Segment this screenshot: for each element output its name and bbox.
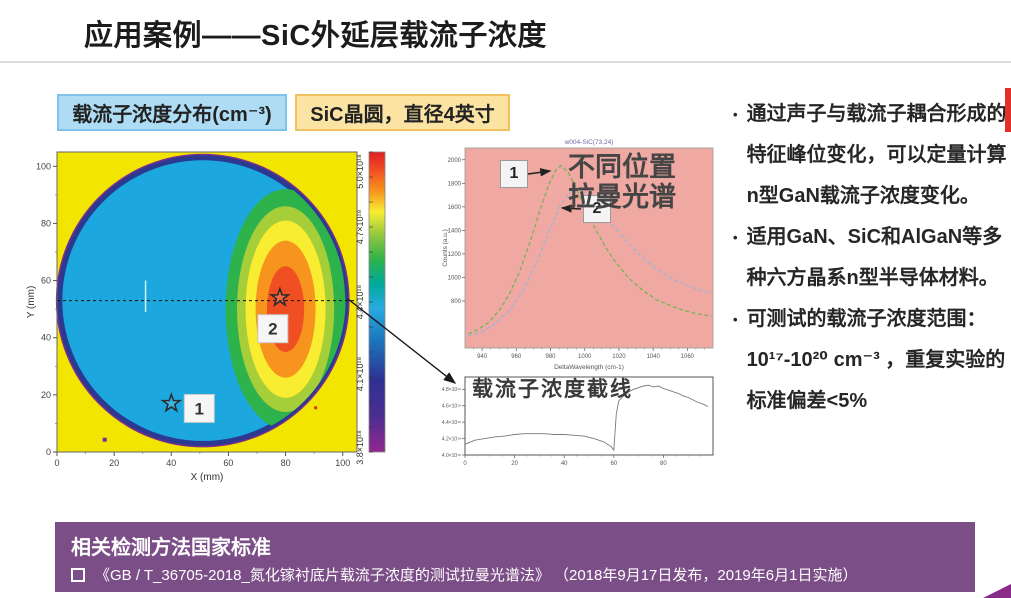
raman-x-label: DeltaWavelength (cm-1) — [554, 364, 624, 371]
bullet-item: • 可测试的载流子浓度范围：10¹⁷-10²⁰ cm⁻³ ，重复实验的标准偏差<… — [733, 299, 1011, 422]
svg-text:80: 80 — [281, 458, 291, 468]
label-sic-wafer: SiC晶圆，直径4英寸 — [295, 94, 510, 131]
raman-annotation: 不同位置 拉曼光谱 — [568, 152, 676, 213]
label-carrier-distribution: 载流子浓度分布(cm⁻³) — [57, 94, 287, 131]
wafer-x-label: X (mm) — [191, 472, 224, 483]
svg-text:1600: 1600 — [448, 205, 462, 211]
raman-plot-title: w004-SiC(73,24) — [564, 139, 614, 146]
bullet-marker: • — [733, 107, 738, 122]
raman-y-label: Counts (a.u.) — [442, 229, 449, 267]
svg-text:980: 980 — [546, 354, 557, 360]
colorbar-label: 4.4×10¹⁸ — [355, 285, 365, 320]
red-edge-accent — [1005, 88, 1011, 132]
callout-arrow-2 — [560, 204, 582, 213]
svg-text:0: 0 — [54, 458, 59, 468]
star-marker-1 — [160, 391, 183, 413]
svg-text:100: 100 — [36, 161, 51, 171]
svg-text:80: 80 — [41, 218, 51, 228]
wafer-high-region — [59, 189, 346, 430]
raman-spectra-figure: w004-SiC(73,24) 940 960 980 1000 1020 1040 1060… — [440, 136, 725, 372]
marker-box-2 — [257, 314, 289, 344]
wafer-map-figure: 0 20 40 60 80 100 0 20 40 60 80 100 X (mm) Y (mm) 1 2 5.… — [25, 140, 393, 490]
svg-text:4.8×10¹⁸: 4.8×10¹⁸ — [442, 387, 461, 393]
bullet-marker: • — [733, 312, 738, 327]
svg-text:1200: 1200 — [448, 252, 462, 258]
svg-text:1020: 1020 — [612, 354, 626, 360]
colorbar-label: 5.0×10¹⁸ — [355, 154, 365, 189]
svg-text:1060: 1060 — [681, 354, 695, 360]
cross-section-figure: 0 20 40 60 80 4.8×10¹⁸ 4.6×10¹⁸ 4.4×10¹⁸ 4.2×10¹… — [440, 372, 725, 472]
svg-text:800: 800 — [451, 299, 462, 305]
colorbar-label: 4.7×10¹⁸ — [355, 210, 365, 245]
svg-text:0: 0 — [46, 447, 51, 457]
svg-text:40: 40 — [166, 458, 176, 468]
divider — [0, 61, 1011, 63]
svg-text:1040: 1040 — [646, 354, 660, 360]
svg-text:20: 20 — [511, 461, 518, 467]
svg-text:4.6×10¹⁸: 4.6×10¹⁸ — [442, 404, 461, 410]
svg-text:20: 20 — [41, 390, 51, 400]
svg-text:100: 100 — [335, 458, 350, 468]
wafer-heatmap: 0 20 40 60 80 100 0 20 40 60 80 100 X (mm) Y (mm) 1 2 5.… — [26, 151, 386, 483]
svg-text:20: 20 — [109, 458, 119, 468]
banner-item: 《GB / T_36705-2018_氮化镓衬底片载流子浓度的测试拉曼光谱法》 … — [71, 564, 959, 585]
bullet-text: 可测试的载流子浓度范围：10¹⁷-10²⁰ cm⁻³ ，重复实验的标准偏差<5% — [746, 308, 1006, 412]
svg-text:4.0×10¹⁸: 4.0×10¹⁸ — [442, 453, 461, 459]
svg-text:1000: 1000 — [448, 275, 462, 281]
svg-text:80: 80 — [660, 461, 667, 467]
wafer-y-label: Y (mm) — [26, 286, 37, 319]
bullet-text: 通过声子与载流子耦合形成的特征峰位变化，可以定量计算n型GaN载流子浓度变化。 — [746, 103, 1007, 207]
svg-text:4.2×10¹⁸: 4.2×10¹⁸ — [442, 436, 461, 442]
corner-decoration — [983, 584, 1011, 598]
svg-text:940: 940 — [477, 354, 488, 360]
svg-text:60: 60 — [41, 276, 51, 286]
svg-text:1400: 1400 — [448, 228, 462, 234]
section-curve — [464, 384, 709, 452]
cross-section-plot: 0 20 40 60 80 4.8×10¹⁸ 4.6×10¹⁸ 4.4×10¹⁸ 4.2×10¹… — [442, 376, 714, 467]
callout-1: 1 — [500, 160, 528, 188]
svg-text:1800: 1800 — [448, 181, 462, 187]
svg-text:60: 60 — [610, 461, 617, 467]
banner-item-text: 《GB / T_36705-2018_氮化镓衬底片载流子浓度的测试拉曼光谱法》 … — [95, 567, 858, 584]
svg-text:960: 960 — [511, 354, 522, 360]
banner-title: 相关检测方法国家标准 — [71, 537, 271, 559]
star-marker-2 — [268, 286, 291, 307]
svg-text:1: 1 — [195, 399, 204, 418]
standards-banner: 相关检测方法国家标准 《GB / T_36705-2018_氮化镓衬底片载流子浓… — [55, 522, 975, 592]
bullet-text: 适用GaN、SiC和AlGaN等多种六方晶系n型半导体材料。 — [746, 226, 1003, 289]
svg-text:2: 2 — [268, 320, 277, 339]
square-bullet-icon — [71, 568, 85, 582]
svg-text:40: 40 — [41, 333, 51, 343]
cross-section-title: 载流子浓度截线 — [472, 378, 633, 401]
svg-text:1000: 1000 — [578, 354, 592, 360]
colorbar-label: 4.1×10¹⁸ — [355, 357, 365, 392]
svg-text:40: 40 — [561, 461, 568, 467]
bullet-list: • 通过声子与载流子耦合形成的特征峰位变化，可以定量计算n型GaN载流子浓度变化… — [733, 94, 1011, 422]
page-title: 应用案例——SiC外延层载流子浓度 — [84, 20, 547, 52]
callout-2: 2 — [583, 195, 611, 223]
colorbar-label: 3.8×10¹⁸ — [355, 430, 365, 465]
raman-curve-2 — [468, 188, 712, 337]
callout-arrow-1 — [527, 168, 552, 177]
bullet-marker: • — [733, 230, 738, 245]
bullet-item: • 通过声子与载流子耦合形成的特征峰位变化，可以定量计算n型GaN载流子浓度变化… — [733, 94, 1011, 217]
svg-text:60: 60 — [223, 458, 233, 468]
svg-text:4.4×10¹⁸: 4.4×10¹⁸ — [442, 420, 461, 426]
svg-text:0: 0 — [463, 461, 467, 467]
section-plot-bg — [464, 376, 714, 456]
raman-curve-1 — [468, 164, 712, 335]
marker-box-1 — [183, 393, 215, 423]
svg-text:2000: 2000 — [448, 158, 462, 164]
bullet-item: • 适用GaN、SiC和AlGaN等多种六方晶系n型半导体材料。 — [733, 217, 1011, 299]
